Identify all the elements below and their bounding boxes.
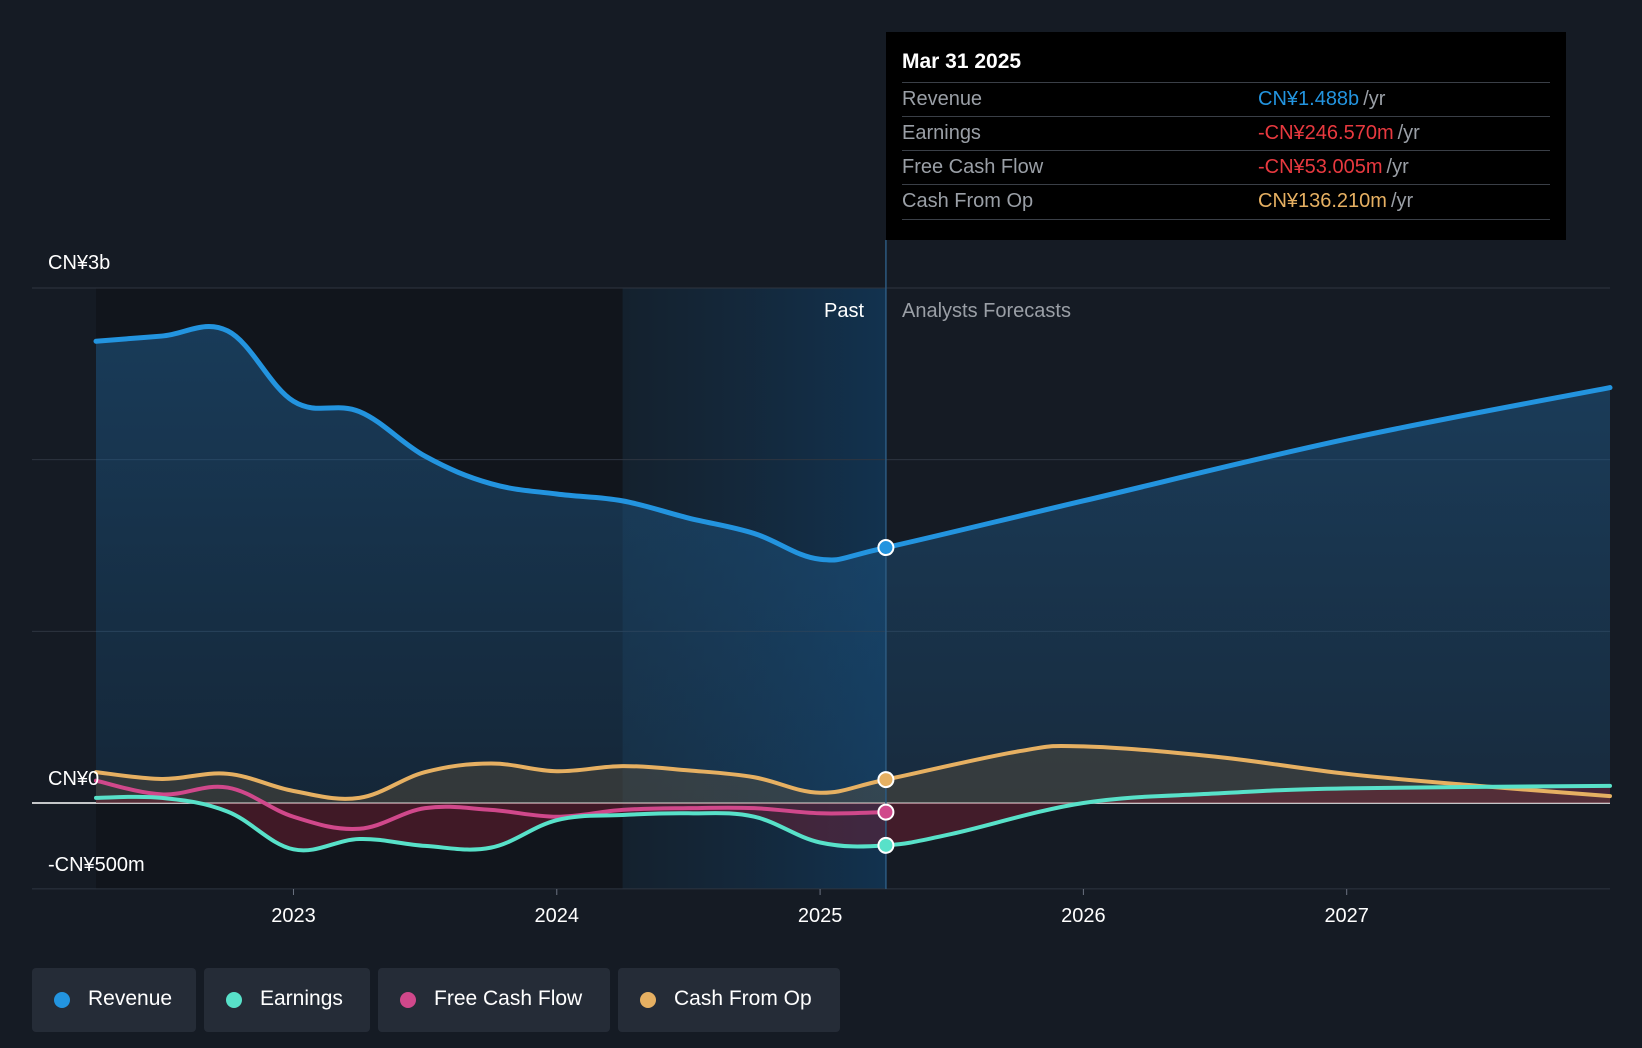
forecast-label: Analysts Forecasts	[902, 300, 1071, 322]
past-label: Past	[824, 300, 865, 322]
tooltip-value-number: CN¥136.210m	[1258, 190, 1387, 212]
x-tick-label: 2023	[271, 905, 316, 927]
tooltip-value: CN¥1.488b/yr	[1258, 88, 1385, 111]
tooltip-value: CN¥136.210m/yr	[1258, 190, 1413, 213]
tooltip-label: Earnings	[902, 122, 981, 144]
tooltip-value: -CN¥246.570m/yr	[1258, 122, 1420, 145]
legend-item-earnings[interactable]: Earnings	[204, 968, 370, 1032]
tooltip-unit: /yr	[1363, 88, 1386, 110]
legend-item-revenue[interactable]: Revenue	[32, 968, 196, 1032]
legend-label: Revenue	[88, 987, 173, 1010]
tooltip-date: Mar 31 2025	[902, 50, 1022, 73]
series-line-revenue	[93, 324, 1613, 563]
data-tooltip: Mar 31 2025 Revenue CN¥1.488b/yr Earning…	[886, 32, 1566, 240]
y-label-top: CN¥3b	[48, 252, 111, 274]
y-label-zero: CN¥0	[48, 768, 100, 790]
tooltip-row-free-cash-flow: Free Cash Flow -CN¥53.005m/yr	[902, 150, 1550, 185]
tooltip-unit: /yr	[1390, 190, 1414, 212]
legend-label: Free Cash Flow	[434, 987, 583, 1010]
legend-dot-icon	[54, 992, 70, 1008]
tooltip-value-number: -CN¥246.570m	[1258, 122, 1394, 144]
x-tick-label: 2024	[535, 905, 580, 927]
legend-item-free-cash-flow[interactable]: Free Cash Flow	[378, 968, 610, 1032]
earnings-area	[96, 785, 1610, 851]
data-point-marker-earnings	[877, 836, 895, 854]
tooltip-label: Free Cash Flow	[902, 156, 1044, 178]
tooltip-row-cash-from-op: Cash From Op CN¥136.210m/yr	[902, 184, 1550, 220]
data-point-marker-cash-from-op	[877, 771, 895, 789]
tooltip-row-earnings: Earnings -CN¥246.570m/yr	[902, 116, 1550, 151]
legend-dot-icon	[400, 992, 416, 1008]
x-tick-label: 2025	[798, 905, 843, 927]
y-label-bottom: -CN¥500m	[48, 854, 145, 876]
tooltip-unit: /yr	[1397, 122, 1420, 144]
tooltip-value: -CN¥53.005m/yr	[1258, 156, 1409, 179]
tooltip-row-revenue: Revenue CN¥1.488b/yr	[902, 82, 1550, 117]
data-point-marker-free-cash-flow	[877, 803, 895, 821]
tooltip-label: Cash From Op	[902, 190, 1034, 212]
x-tick-label: 2026	[1061, 905, 1106, 927]
tooltip-value-number: -CN¥53.005m	[1258, 156, 1383, 178]
tooltip-value-number: CN¥1.488b	[1258, 88, 1360, 110]
series-line-earnings	[94, 783, 1612, 853]
legend-dot-icon	[226, 992, 242, 1008]
legend-label: Cash From Op	[674, 987, 812, 1010]
legend-item-cash-from-op[interactable]: Cash From Op	[618, 968, 840, 1032]
series-line-cash-from-op	[94, 743, 1612, 801]
series-line-free-cash-flow	[94, 778, 888, 831]
tooltip-label: Revenue	[902, 88, 983, 110]
revenue-area	[96, 326, 1610, 803]
x-tick-label: 2027	[1324, 905, 1369, 927]
legend-dot-icon	[640, 992, 656, 1008]
tooltip-unit: /yr	[1386, 156, 1409, 178]
data-point-marker-revenue	[877, 539, 895, 557]
legend-label: Earnings	[260, 987, 343, 1010]
